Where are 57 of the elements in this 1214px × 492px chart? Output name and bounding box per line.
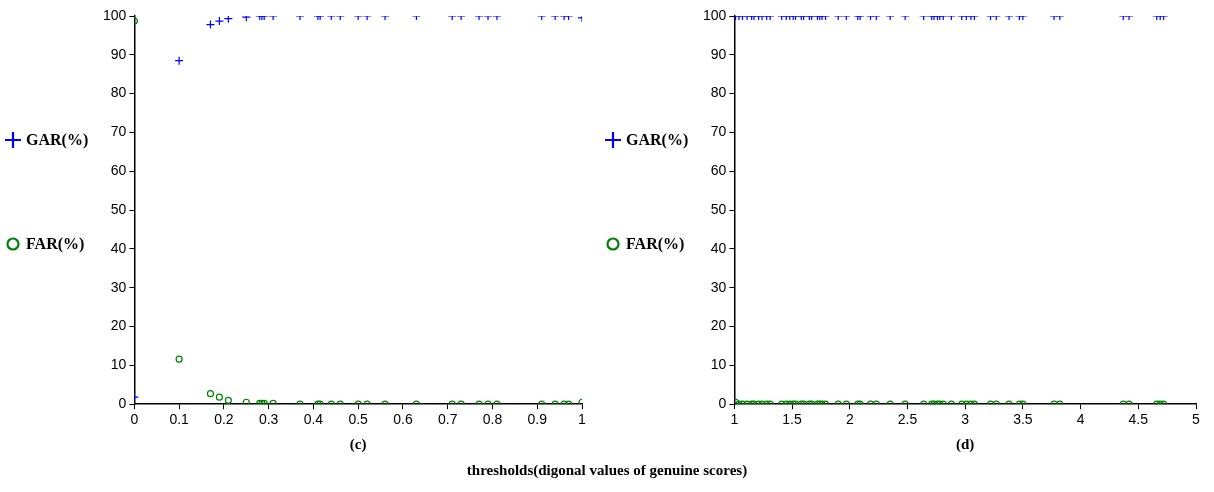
x-tick-label: 3.5 (1013, 411, 1033, 428)
y-tick-label: 90 (110, 45, 127, 62)
x-tick-label: 1 (578, 411, 587, 428)
x-tick-label: 4.5 (1128, 411, 1149, 428)
x-tick-label: 2 (845, 411, 854, 428)
y-tick-label: 0 (718, 395, 727, 412)
x-axis-title: (d) (956, 435, 975, 453)
x-axis-title: (c) (349, 435, 367, 453)
x-tick-label: 2.5 (897, 411, 918, 428)
x-tick-label: 0.4 (303, 411, 324, 428)
legend-label: GAR(%) (26, 131, 89, 149)
y-tick-label: 40 (710, 239, 727, 256)
y-tick-label: 100 (103, 6, 127, 23)
point (269, 399, 277, 405)
x-tick-label: 0.5 (348, 411, 369, 428)
y-tick-label: 10 (710, 356, 727, 373)
y-tick-label: 50 (110, 200, 127, 217)
point (215, 393, 224, 401)
y-tick-label: 10 (110, 356, 127, 373)
x-tick-label: 0.2 (214, 411, 234, 428)
x-tick-label: 0.8 (482, 411, 503, 428)
y-tick-label: 20 (110, 317, 127, 334)
x-tick-label: 0.3 (258, 411, 279, 428)
point (224, 396, 232, 404)
y-tick-label: 60 (110, 162, 127, 179)
point (242, 398, 250, 405)
x-tick-label: 0.6 (393, 411, 413, 428)
point (223, 16, 233, 24)
y-tick-label: 30 (710, 278, 727, 295)
point (206, 390, 215, 398)
y-tick-label: 50 (710, 200, 727, 217)
x-tick-label: 4 (1076, 411, 1085, 428)
point (175, 355, 183, 363)
x-tick-label: 3 (961, 411, 970, 428)
y-tick-label: 0 (118, 395, 127, 412)
y-tick-label: 80 (110, 84, 127, 101)
y-tick-label: 70 (710, 123, 727, 140)
x-tick-label: 0.1 (169, 411, 190, 428)
x-tick-label: 0.9 (527, 411, 548, 428)
y-tick-label: 60 (710, 162, 727, 179)
text: thresholds(digonal values of genuine scores) (465, 462, 749, 479)
y-tick-label: 40 (110, 239, 127, 256)
y-tick-label: 70 (110, 123, 127, 140)
legend-label: FAR(%) (26, 235, 85, 253)
legend-label: GAR(%) (626, 131, 689, 149)
y-tick-label: 20 (710, 317, 727, 334)
y-tick-label: 90 (710, 45, 727, 62)
y-tick-label: 100 (703, 6, 727, 23)
x-tick-label: 1 (730, 411, 739, 428)
x-tick-label: 0.7 (437, 411, 458, 428)
x-tick-label: 5 (1192, 411, 1201, 428)
legend-label: FAR(%) (626, 235, 685, 253)
x-tick-label: 0 (130, 411, 139, 428)
point (174, 56, 184, 66)
x-tick-label: 1.5 (782, 411, 803, 428)
y-tick-label: 80 (710, 84, 727, 101)
y-tick-label: 30 (110, 278, 127, 295)
